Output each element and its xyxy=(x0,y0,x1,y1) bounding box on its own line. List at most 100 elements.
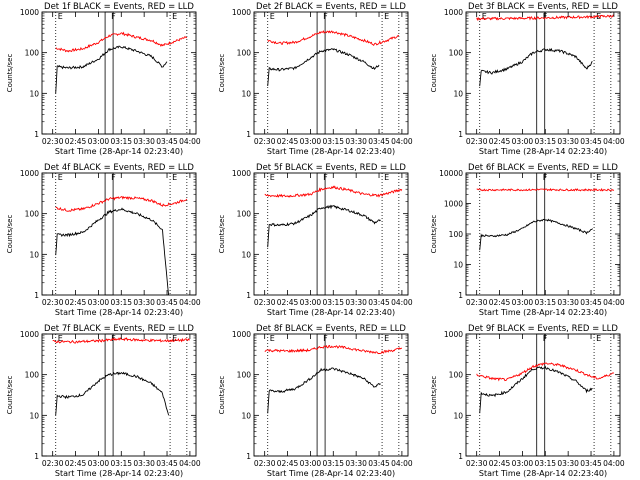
x-tick-label: 02:30 xyxy=(254,137,276,146)
flare-interval-box xyxy=(536,11,546,135)
x-axis-label: Start Time (28-Apr-14 02:23:40) xyxy=(267,147,395,156)
plot-frame xyxy=(465,333,621,457)
x-tick-label: 04:00 xyxy=(179,298,201,307)
x-tick-label: 03:45 xyxy=(156,137,178,146)
x-tick-label: 02:30 xyxy=(42,137,64,146)
marker-label: F xyxy=(111,12,116,21)
x-tick-label: 04:00 xyxy=(179,459,201,468)
plot-frame xyxy=(253,11,409,135)
series-line-lld xyxy=(55,195,188,212)
plot-frame xyxy=(41,11,197,135)
x-tick-label: 03:00 xyxy=(300,459,322,468)
x-tick-label: 03:15 xyxy=(322,298,344,307)
marker-label: E xyxy=(172,12,177,21)
y-tick-label: 1 xyxy=(458,291,463,300)
y-tick-label: 10 xyxy=(453,411,463,420)
panel-title: Det 2f BLACK = Events, RED = LLD xyxy=(256,2,406,12)
x-tick-label: 03:45 xyxy=(368,298,390,307)
y-tick-label: 1000 xyxy=(232,330,251,339)
plot-frame xyxy=(465,172,621,296)
y-tick-label: 1 xyxy=(458,130,463,139)
x-tick-label: 04:00 xyxy=(603,298,625,307)
x-tick-label: 02:30 xyxy=(466,137,488,146)
y-axis-label: Counts/sec xyxy=(430,54,438,93)
x-tick-label: 02:30 xyxy=(42,459,64,468)
y-tick-label: 100 xyxy=(237,371,252,380)
chart-panel-5: Det 5f BLACK = Events, RED = LLD Counts/s… xyxy=(218,163,413,317)
x-tick-label: 02:45 xyxy=(277,459,299,468)
y-tick-label: 100 xyxy=(25,49,40,58)
y-tick-label: 100 xyxy=(237,210,252,219)
series-line-events xyxy=(267,204,381,248)
series-line-events xyxy=(55,45,168,94)
x-axis-label: Start Time (28-Apr-14 02:23:40) xyxy=(55,147,183,156)
panel-title: Det 7f BLACK = Events, RED = LLD xyxy=(44,324,194,334)
chart-panel-9: Det 9f BLACK = Events, RED = LLD Counts/s… xyxy=(430,324,625,478)
panel-title: Det 8f BLACK = Events, RED = LLD xyxy=(256,324,406,334)
marker-label: E xyxy=(58,173,63,182)
y-tick-label: 100 xyxy=(449,49,464,58)
x-tick-label: 03:30 xyxy=(345,298,367,307)
x-tick-label: 03:30 xyxy=(133,298,155,307)
x-tick-label: 04:00 xyxy=(391,137,413,146)
x-axis-label: Start Time (28-Apr-14 02:23:40) xyxy=(267,308,395,317)
x-tick-label: 03:00 xyxy=(88,298,110,307)
x-tick-label: 02:45 xyxy=(277,137,299,146)
x-tick-label: 03:15 xyxy=(534,459,556,468)
y-tick-label: 10 xyxy=(241,250,251,259)
x-tick-label: 03:15 xyxy=(110,459,132,468)
plot-frame xyxy=(465,11,621,135)
y-tick-label: 1000 xyxy=(20,330,39,339)
y-tick-label: 1000 xyxy=(232,8,251,17)
x-tick-label: 02:30 xyxy=(42,298,64,307)
x-tick-label: 03:45 xyxy=(156,298,178,307)
plot-frame xyxy=(41,172,197,296)
chart-panel-7: Det 7f BLACK = Events, RED = LLD Counts/s… xyxy=(6,324,201,478)
x-tick-label: 03:15 xyxy=(534,298,556,307)
x-axis-label: Start Time (28-Apr-14 02:23:40) xyxy=(479,469,607,478)
x-tick-label: 03:30 xyxy=(557,298,579,307)
y-tick-label: 1 xyxy=(458,452,463,461)
marker-label: F xyxy=(111,173,116,182)
marker-label: F xyxy=(323,334,328,343)
y-tick-label: 1000 xyxy=(444,200,463,209)
x-tick-label: 02:30 xyxy=(254,298,276,307)
marker-label: E xyxy=(596,334,601,343)
y-tick-label: 1 xyxy=(246,291,251,300)
series-line-lld xyxy=(267,30,400,46)
panel-title: Det 3f BLACK = Events, RED = LLD xyxy=(468,2,618,12)
x-tick-label: 03:00 xyxy=(512,459,534,468)
x-tick-label: 03:00 xyxy=(88,459,110,468)
panel-title: Det 9f BLACK = Events, RED = LLD xyxy=(468,324,618,334)
x-tick-label: 02:45 xyxy=(489,137,511,146)
series-line-lld xyxy=(476,362,614,382)
series-line-events xyxy=(479,218,593,251)
y-tick-label: 1 xyxy=(34,291,39,300)
y-tick-label: 1000 xyxy=(20,8,39,17)
marker-label: E xyxy=(384,12,389,21)
series-line-events xyxy=(479,47,593,87)
marker-label: E xyxy=(482,12,487,21)
x-tick-label: 04:00 xyxy=(391,298,413,307)
x-tick-label: 04:00 xyxy=(179,137,201,146)
x-tick-label: 04:00 xyxy=(603,459,625,468)
marker-label: F xyxy=(323,12,328,21)
panel-title: Det 4f BLACK = Events, RED = LLD xyxy=(44,163,194,173)
chart-panel-1: Det 1f BLACK = Events, RED = LLD Counts/s… xyxy=(6,2,201,156)
y-tick-label: 10 xyxy=(453,261,463,270)
y-tick-label: 100 xyxy=(25,371,40,380)
y-tick-label: 1 xyxy=(34,130,39,139)
x-tick-label: 04:00 xyxy=(391,459,413,468)
x-tick-label: 03:15 xyxy=(110,298,132,307)
flare-interval-box xyxy=(316,333,326,457)
x-axis-label: Start Time (28-Apr-14 02:23:40) xyxy=(479,308,607,317)
marker-label: E xyxy=(58,12,63,21)
marker-label: E xyxy=(270,12,275,21)
y-tick-label: 1000 xyxy=(232,169,251,178)
y-axis-label: Counts/sec xyxy=(6,215,14,254)
y-tick-label: 1 xyxy=(34,452,39,461)
y-tick-label: 1000 xyxy=(444,8,463,17)
y-tick-label: 100 xyxy=(237,49,252,58)
x-tick-label: 03:45 xyxy=(368,459,390,468)
